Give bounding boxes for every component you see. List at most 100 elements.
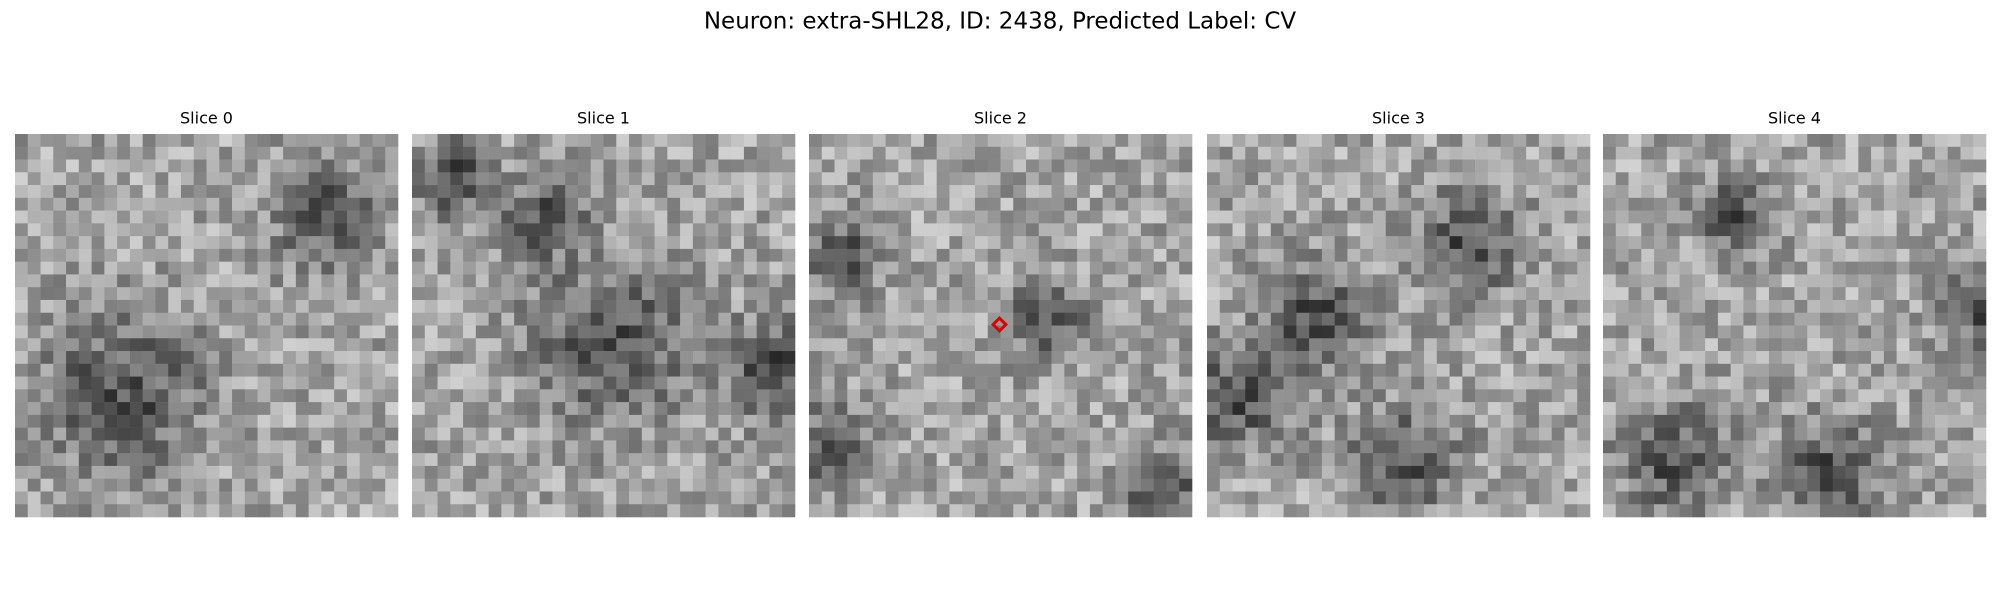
image-pixel — [27, 274, 41, 288]
image-pixel — [1705, 261, 1719, 275]
image-pixel — [1768, 453, 1783, 467]
image-pixel — [987, 185, 1001, 199]
image-pixel — [1296, 159, 1310, 173]
image-pixel — [1513, 389, 1527, 403]
image-pixel — [1615, 299, 1629, 314]
image-pixel — [1372, 363, 1387, 377]
image-pixel — [1858, 159, 1872, 173]
image-pixel — [40, 261, 54, 275]
image-pixel — [180, 402, 195, 416]
image-pixel — [1245, 248, 1259, 262]
image-pixel — [1000, 146, 1014, 160]
image-pixel — [412, 504, 426, 518]
image-pixel — [1845, 210, 1859, 224]
image-pixel — [1207, 236, 1221, 250]
image-pixel — [1526, 376, 1540, 390]
image-pixel — [232, 146, 246, 160]
image-pixel — [847, 414, 861, 428]
image-pixel — [641, 274, 655, 288]
image-pixel — [743, 465, 757, 479]
image-pixel — [1360, 274, 1374, 288]
image-pixel — [1781, 287, 1795, 301]
image-pixel — [1166, 299, 1180, 314]
image-pixel — [680, 287, 694, 301]
image-pixel — [1807, 376, 1821, 390]
image-pixel — [257, 465, 271, 479]
image-pixel — [1628, 146, 1642, 160]
image-pixel — [1705, 172, 1719, 186]
image-pixel — [1232, 287, 1246, 301]
image-pixel — [1436, 440, 1450, 454]
image-pixel — [1411, 159, 1425, 173]
image-pixel — [129, 185, 143, 199]
image-pixel — [78, 172, 92, 186]
image-pixel — [1064, 504, 1078, 518]
image-pixel — [641, 325, 655, 339]
image-pixel — [1385, 134, 1399, 148]
image-pixel — [1179, 504, 1193, 518]
image-pixel — [437, 261, 451, 275]
image-pixel — [66, 338, 80, 352]
image-pixel — [1436, 299, 1450, 314]
image-pixel — [180, 223, 195, 237]
image-pixel — [1115, 299, 1129, 314]
image-pixel — [1679, 159, 1693, 173]
image-pixel — [1730, 146, 1744, 160]
image-pixel — [987, 338, 1001, 352]
image-pixel — [155, 248, 169, 262]
image-pixel — [1654, 134, 1668, 148]
image-pixel — [1026, 414, 1040, 428]
image-pixel — [743, 427, 757, 441]
image-pixel — [1934, 261, 1948, 275]
image-pixel — [1360, 389, 1374, 403]
image-pixel — [514, 402, 528, 416]
image-pixel — [1385, 504, 1399, 518]
image-pixel — [898, 402, 912, 416]
image-pixel — [1934, 376, 1948, 390]
image-pixel — [450, 478, 464, 492]
image-pixel — [1756, 363, 1770, 377]
image-pixel — [346, 197, 360, 211]
image-pixel — [66, 223, 80, 237]
image-pixel — [1245, 172, 1259, 186]
image-pixel — [552, 248, 566, 262]
image-pixel — [1128, 146, 1142, 160]
image-pixel — [168, 427, 182, 441]
image-pixel — [244, 453, 258, 467]
image-pixel — [898, 453, 912, 467]
image-pixel — [372, 210, 386, 224]
image-pixel — [756, 274, 770, 288]
image-pixel — [731, 287, 745, 301]
image-pixel — [834, 338, 848, 352]
image-pixel — [372, 363, 386, 377]
image-pixel — [590, 312, 604, 326]
image-pixel — [129, 453, 143, 467]
image-pixel — [1551, 338, 1565, 352]
image-pixel — [1475, 453, 1489, 467]
image-pixel — [244, 236, 258, 250]
image-pixel — [1347, 299, 1361, 314]
image-pixel — [91, 287, 105, 301]
image-pixel — [1385, 389, 1399, 403]
image-pixel — [1717, 427, 1731, 441]
image-pixel — [705, 453, 719, 467]
image-pixel — [514, 197, 528, 211]
image-pixel — [1153, 465, 1167, 479]
image-pixel — [1960, 274, 1974, 288]
image-pixel — [949, 197, 963, 211]
image-pixel — [1922, 248, 1936, 262]
image-pixel — [1347, 287, 1361, 301]
image-pixel — [168, 338, 182, 352]
image-pixel — [168, 134, 182, 148]
image-pixel — [1360, 185, 1374, 199]
image-pixel — [539, 248, 553, 262]
image-pixel — [860, 376, 874, 390]
image-pixel — [1115, 465, 1129, 479]
image-pixel — [1922, 491, 1936, 505]
image-pixel — [1947, 376, 1961, 390]
image-pixel — [565, 338, 579, 352]
image-pixel — [692, 274, 706, 288]
image-pixel — [1845, 185, 1859, 199]
image-pixel — [372, 185, 386, 199]
image-pixel — [590, 287, 604, 301]
